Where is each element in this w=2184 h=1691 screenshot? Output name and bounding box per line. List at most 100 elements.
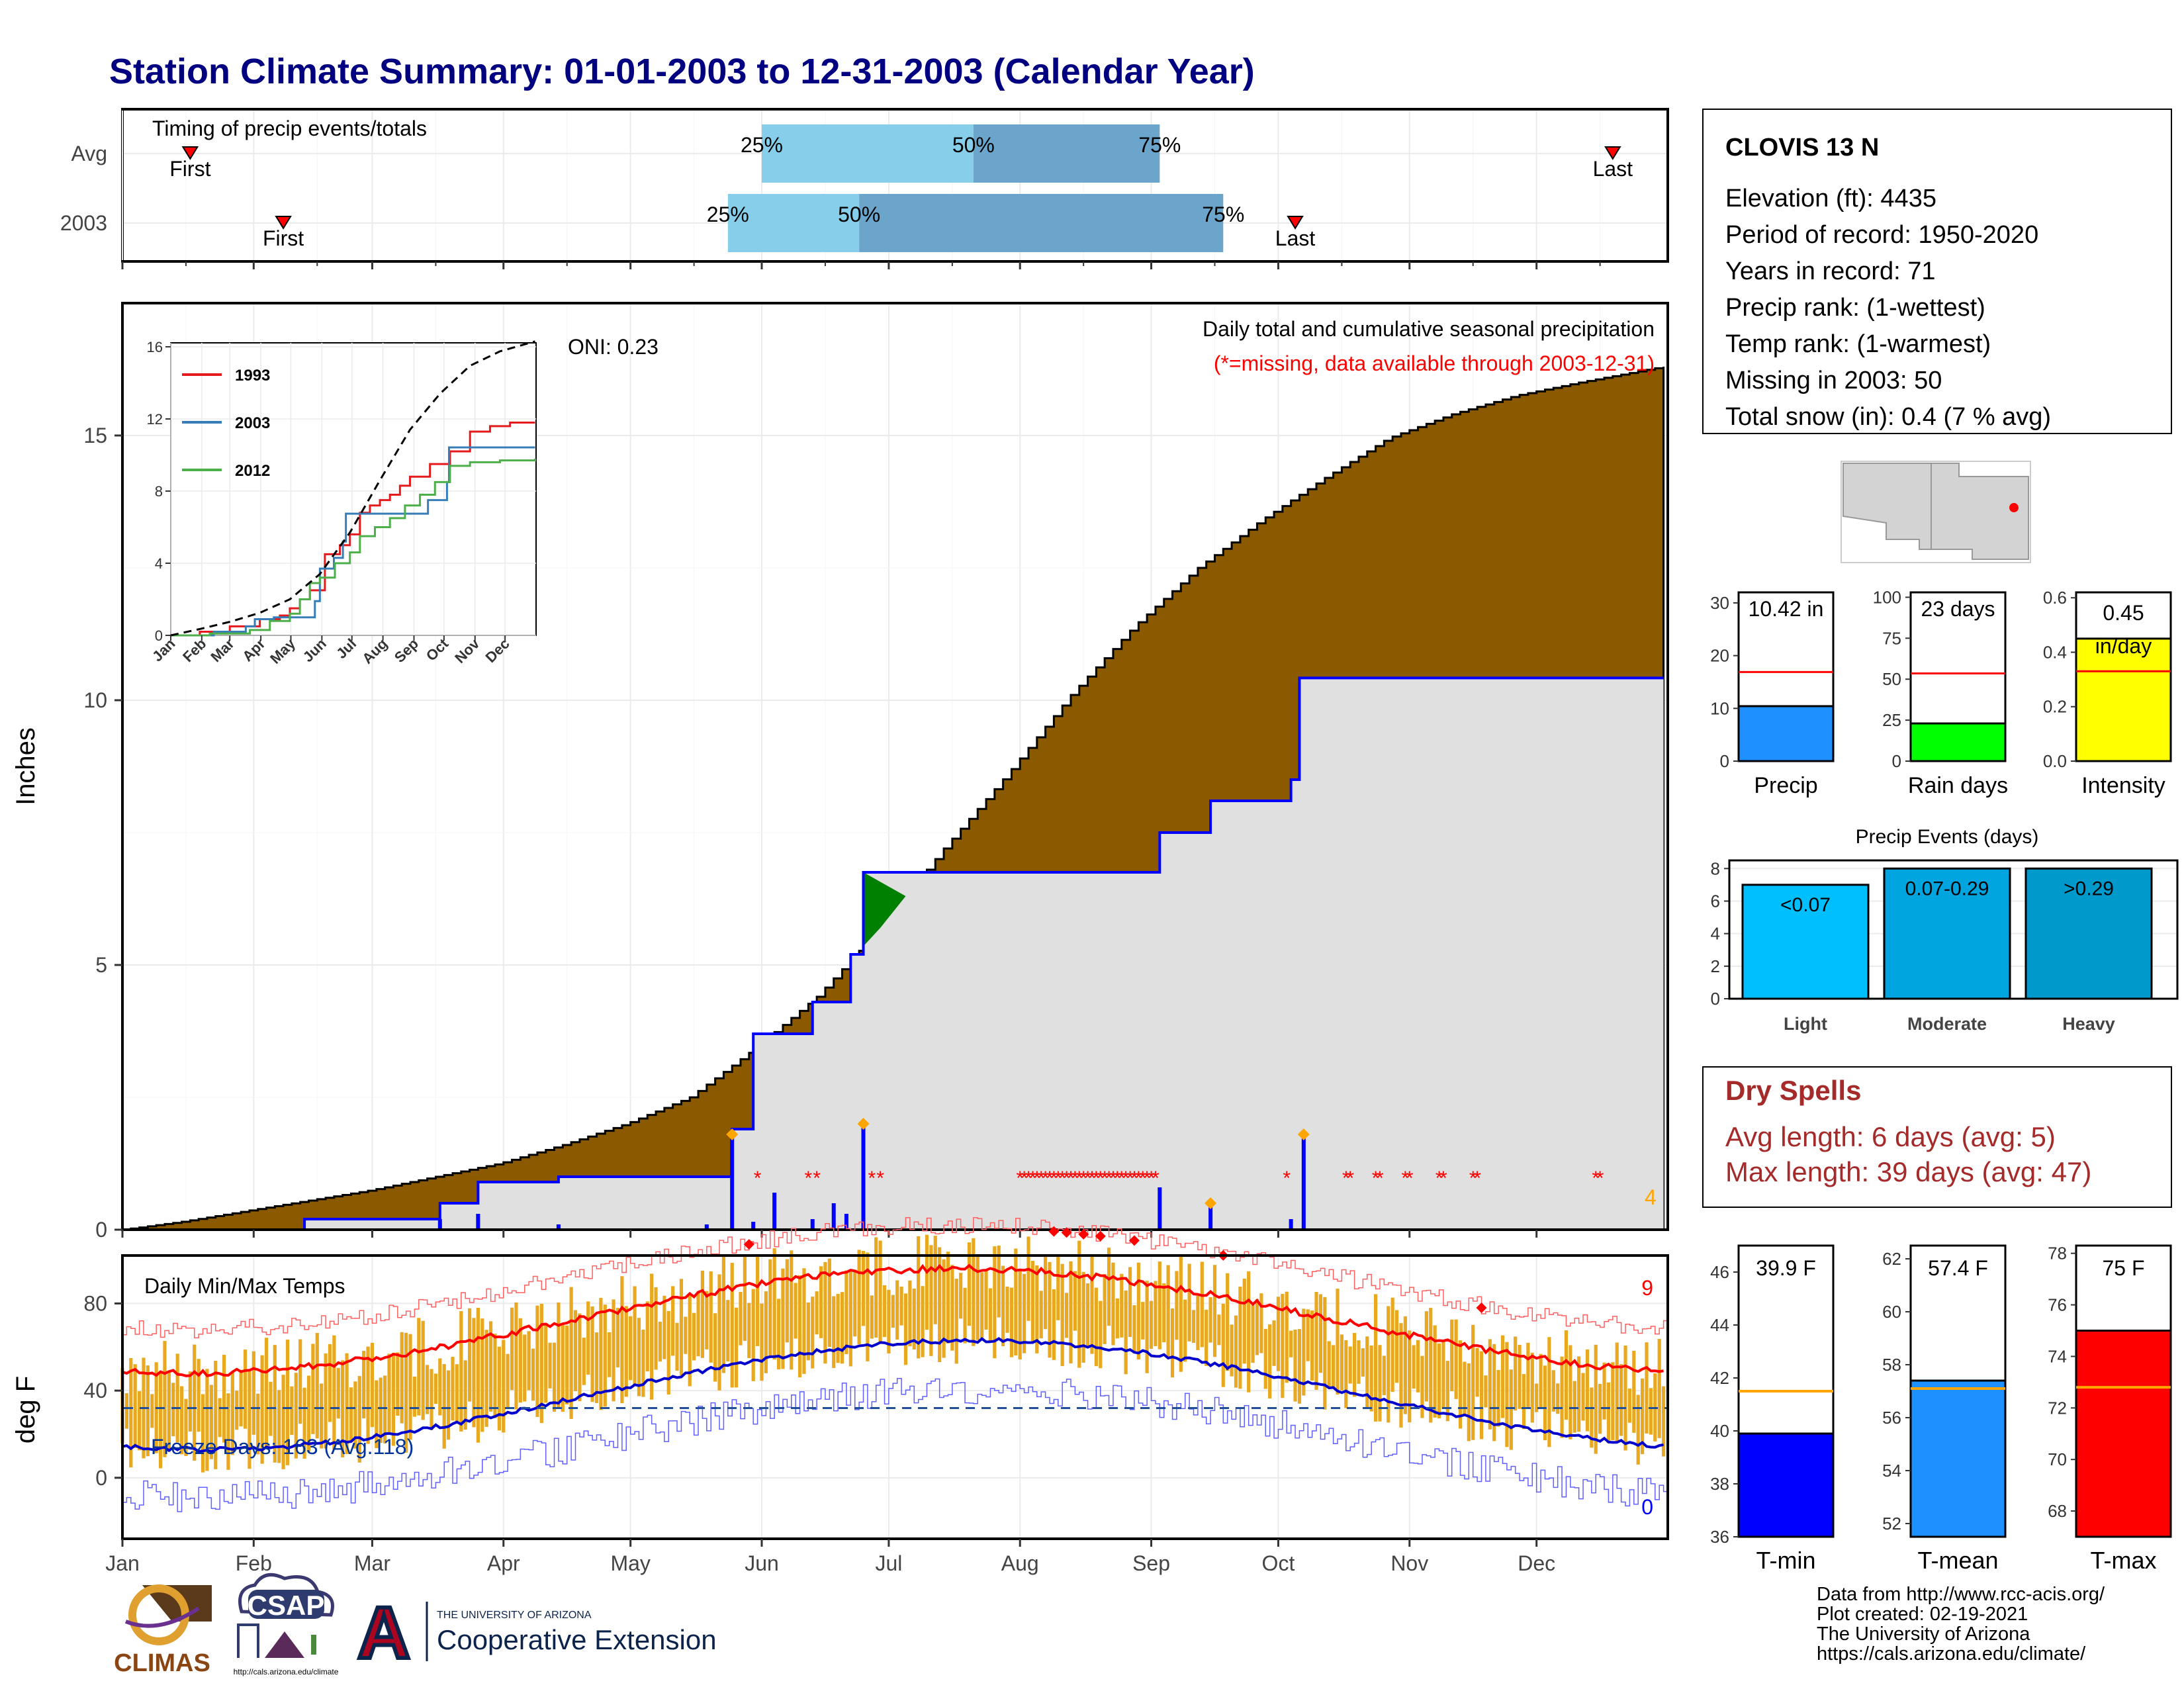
daily-temp-bar [1530, 1352, 1534, 1423]
missing-day-marker: * [1134, 1167, 1142, 1189]
missing-day-marker: * [1406, 1167, 1414, 1189]
daily-temp-bar [1077, 1240, 1081, 1368]
daily-temp-bar [1124, 1290, 1128, 1375]
daily-temp-bar [608, 1332, 612, 1377]
daily-temp-bar [1636, 1394, 1640, 1465]
daily-temp-bar [1662, 1386, 1666, 1457]
daily-temp-bar [675, 1322, 679, 1371]
daily-temp-bar [302, 1387, 306, 1459]
credit-line: Data from http://www.rcc-acis.org/ [1817, 1584, 2105, 1605]
timing-first-label: First [169, 157, 210, 181]
daily-temp-bar [315, 1332, 319, 1439]
daily-temp-bar [1196, 1295, 1200, 1350]
daily-temp-bar [1336, 1289, 1340, 1395]
daily-temp-bar [281, 1375, 285, 1469]
daily-temp-bar [755, 1255, 760, 1346]
daily-temp-bar [129, 1358, 133, 1468]
daily-temp-bar [527, 1331, 531, 1391]
events-y-tick-label: 2 [1711, 956, 1720, 976]
temp-series [120, 1216, 1668, 1512]
missing-day-marker: * [1596, 1167, 1604, 1189]
page-title: Station Climate Summary: 01-01-2003 to 1… [109, 52, 1255, 91]
daily-temp-bar [552, 1342, 557, 1412]
inset-legend: 1993 2003 2012 [182, 367, 270, 480]
daily-temp-bar [226, 1393, 230, 1470]
locator-map [1841, 461, 2031, 563]
missing-day-marker: * [1093, 1167, 1101, 1189]
timing-last-label: Last [1275, 226, 1316, 250]
mini-y-tick-label: 0.6 [2043, 588, 2067, 608]
ua-a: A [357, 1592, 410, 1674]
month-label: Sep [1132, 1551, 1170, 1575]
mini-y-tick-label: 20 [1710, 646, 1729, 666]
daily-precip-bar [1301, 1134, 1306, 1230]
daily-temp-bar [1247, 1271, 1251, 1393]
missing-day-marker: * [1079, 1167, 1087, 1189]
temp-chart-label: T-min [1756, 1547, 1816, 1574]
daily-temp-bar [603, 1304, 607, 1407]
daily-temp-bar [306, 1375, 311, 1452]
daily-temp-bar [874, 1237, 878, 1338]
daily-temp-bar [557, 1302, 561, 1409]
missing-day-marker: * [805, 1167, 813, 1189]
daily-temp-bar [273, 1345, 277, 1463]
missing-day-marker: * [1122, 1167, 1130, 1189]
mini-y-tick-label: 30 [1710, 593, 1729, 613]
missing-day-marker: * [1148, 1167, 1156, 1189]
daily-temp-bar [320, 1383, 324, 1449]
inset-series-1993 [171, 421, 535, 637]
daily-temp-bar [735, 1307, 739, 1388]
missing-day-marker: * [1050, 1167, 1058, 1189]
dry-frame [1702, 1066, 2172, 1208]
daily-temp-bar [1035, 1265, 1039, 1353]
daily-temp-bar [1441, 1342, 1445, 1409]
event-category-label: Heavy [2062, 1014, 2115, 1034]
month-label: Jun [745, 1551, 779, 1575]
daily-temp-bar [1479, 1351, 1484, 1440]
temp-y-tick-label: 80 [83, 1291, 107, 1315]
daily-temp-bar [1606, 1382, 1611, 1443]
daily-temp-bar [408, 1334, 412, 1440]
daily-precip-bar [751, 1222, 756, 1230]
daily-precip-bar [476, 1214, 480, 1230]
daily-temp-bar [1514, 1336, 1518, 1411]
daily-temp-bar [1412, 1345, 1416, 1389]
missing-day-marker: * [1084, 1167, 1092, 1189]
main-chart-subtitle: (*=missing, data available through 2003-… [1214, 351, 1655, 375]
daily-temp-bar [544, 1322, 548, 1403]
daily-temp-bar [870, 1295, 874, 1339]
temp-bar-y-tick-label: 58 [1882, 1355, 1901, 1375]
daily-temp-bar [1496, 1369, 1500, 1427]
daily-temp-bar [1627, 1389, 1632, 1423]
daily-temp-bar [188, 1371, 192, 1432]
missing-day-marker: * [1473, 1167, 1481, 1189]
daily-temp-bar [357, 1376, 361, 1463]
daily-temp-bar [1572, 1381, 1576, 1433]
daily-temp-bar [1276, 1297, 1281, 1371]
daily-temp-bar [781, 1268, 785, 1369]
events-title: Precip Events (days) [1856, 826, 2039, 848]
daily-temp-bar [1044, 1256, 1048, 1330]
daily-temp-bar [476, 1307, 480, 1443]
daily-temp-bar [794, 1283, 797, 1339]
daily-temp-bar [251, 1351, 255, 1435]
daily-temp-bar [1505, 1342, 1509, 1447]
month-label: Mar [354, 1551, 390, 1575]
daily-temp-bar [1175, 1271, 1179, 1340]
above-average-area [863, 872, 906, 946]
daily-temp-bar [328, 1344, 332, 1422]
daily-temp-bar [1560, 1356, 1564, 1438]
daily-temp-bar [1344, 1340, 1348, 1408]
daily-temp-bar [1569, 1345, 1572, 1440]
daily-temp-bar [324, 1353, 328, 1449]
station-line: Missing in 2003: 50 [1725, 367, 1942, 394]
temp-bar-y-tick-label: 60 [1882, 1302, 1901, 1322]
daily-temp-bar [179, 1386, 184, 1455]
daily-temp-bar [1026, 1236, 1030, 1321]
daily-temp-bar [146, 1365, 150, 1457]
daily-precip-bar [1158, 1187, 1162, 1230]
daily-temp-bar [1226, 1273, 1230, 1371]
daily-temp-bar [137, 1391, 142, 1451]
daily-temp-bar [1285, 1291, 1289, 1383]
timing-row-2003-label: 2003 [60, 211, 107, 235]
